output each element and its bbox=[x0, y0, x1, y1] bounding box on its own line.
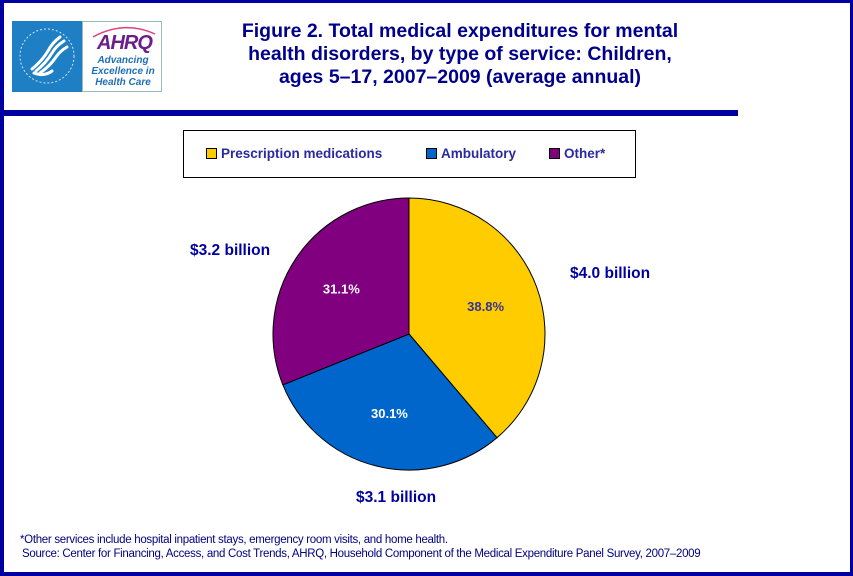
chart-title: Figure 2. Total medical expenditures for… bbox=[240, 20, 680, 89]
title-line: Figure 2. Total medical expenditures for… bbox=[241, 20, 679, 42]
pie-slice-other bbox=[272, 197, 410, 386]
ahrq-logo: AHRQ Advancing Excellence in Health Care bbox=[12, 21, 162, 92]
ahrq-tagline: Advancing Excellence in Health Care bbox=[91, 55, 155, 88]
amount-label-prescription: $4.0 billion bbox=[570, 265, 651, 282]
hhs-eagle-icon bbox=[12, 21, 82, 92]
amount-label-other: $3.2 billion bbox=[190, 242, 271, 259]
legend-label: Ambulatory bbox=[441, 146, 517, 161]
footnote-other: *Other services include hospital inpatie… bbox=[20, 534, 448, 546]
ahrq-brand: AHRQ Advancing Excellence in Health Care bbox=[82, 21, 162, 92]
chart-legend: Prescription medications Ambulatory Othe… bbox=[183, 130, 636, 178]
legend-item-ambulatory: Ambulatory bbox=[426, 146, 516, 161]
pie-slice-prescription bbox=[408, 197, 546, 439]
legend-item-other: Other* bbox=[549, 146, 605, 161]
pie-slice-ambulatory bbox=[282, 333, 498, 471]
ahrq-wordmark: AHRQ bbox=[97, 32, 153, 54]
pie-percent-label-ambulatory: 30.1% bbox=[371, 406, 408, 421]
legend-label: Prescription medications bbox=[221, 146, 383, 161]
pie-percent-label-other: 31.1% bbox=[323, 281, 360, 296]
amount-label-ambulatory: $3.1 billion bbox=[356, 489, 437, 506]
legend-label: Other* bbox=[564, 146, 606, 161]
title-line: ages 5–17, 2007–2009 (average annual) bbox=[278, 66, 642, 88]
footnote-source: Source: Center for Financing, Access, an… bbox=[22, 548, 701, 560]
legend-swatch-other bbox=[549, 148, 560, 159]
legend-swatch-ambulatory bbox=[426, 148, 437, 159]
pie-percent-label-prescription: 38.8% bbox=[467, 299, 504, 314]
title-line: health disorders, by type of service: Ch… bbox=[248, 43, 672, 65]
header-divider bbox=[0, 110, 738, 116]
legend-swatch-prescription bbox=[206, 148, 217, 159]
legend-item-prescription: Prescription medications bbox=[206, 146, 382, 161]
